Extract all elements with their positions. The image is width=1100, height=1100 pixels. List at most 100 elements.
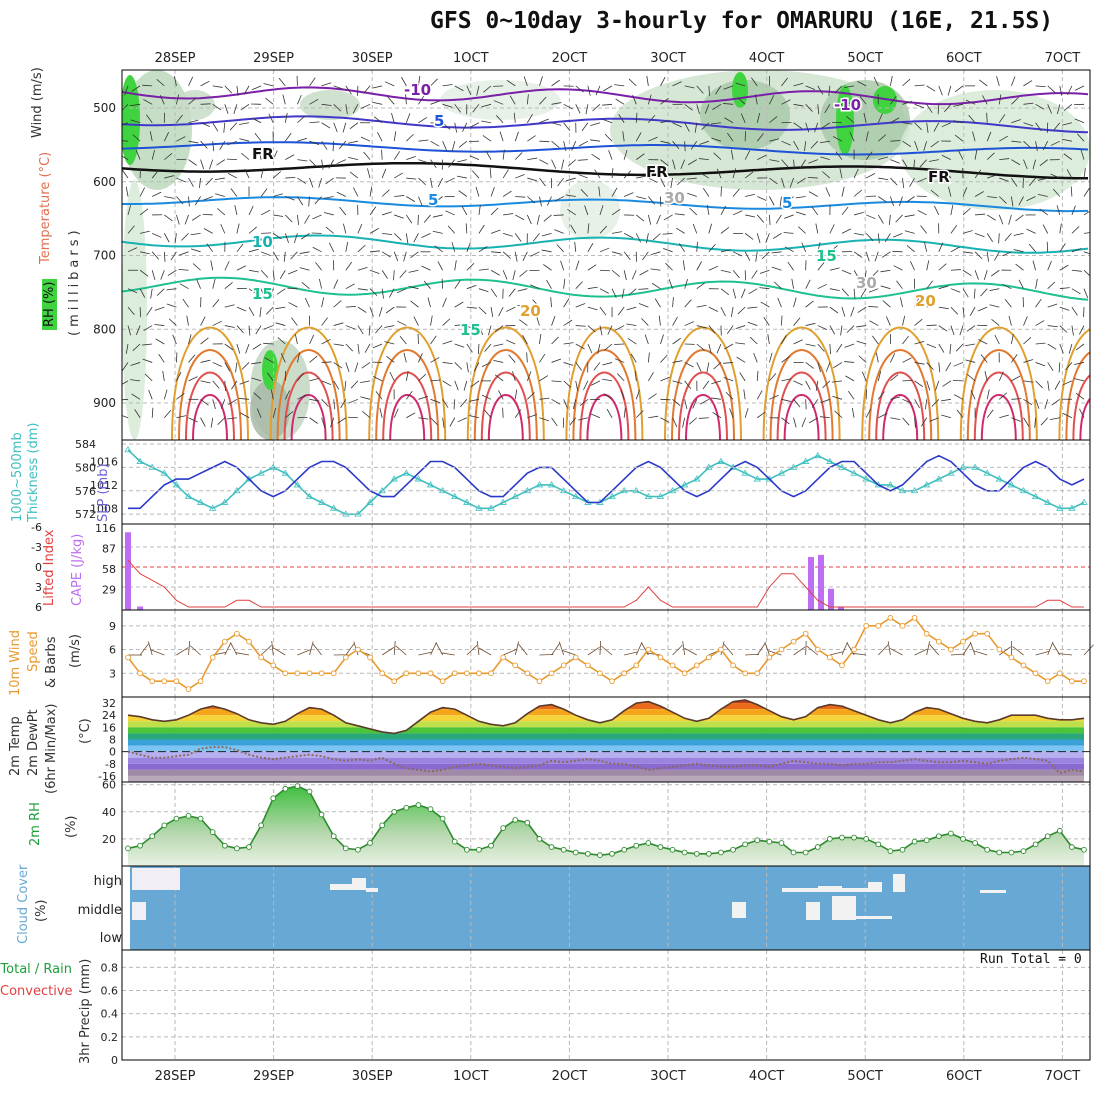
contour-label: 30 [856,274,877,292]
wind-barb [1037,194,1048,197]
wind-barb [192,263,201,271]
temp-band [128,703,1084,710]
wind-barb [284,132,292,142]
wind10m-barb [723,644,734,656]
wind-barb [680,159,686,170]
wind-barb [853,189,862,197]
wind-barb [539,96,547,105]
time-label-top: 1OCT [453,51,489,66]
thickness-line-point [826,457,834,464]
rh2m-line-point [221,842,228,849]
wind-barb [458,190,468,197]
wind-barb [893,265,903,271]
wind-barb [481,103,492,108]
wind-barb [878,413,888,419]
wind-barb [914,297,920,308]
wind-barb [122,169,129,179]
wind-barb [962,288,969,298]
wind-barb [950,225,958,234]
wind-barb [787,261,794,271]
thickness-line-point [414,475,423,482]
wind-barb [991,318,1000,326]
thickness-line-point [221,498,229,505]
wind-barb [272,233,282,240]
wind-barb [551,358,562,363]
thickness-line-point [644,492,653,500]
wind-barb [781,334,787,345]
wind-barb [240,103,250,111]
wind-barb [551,79,560,87]
wind-barb [304,214,310,224]
wind-barb [682,260,686,271]
wind-barb [127,288,138,294]
wind-barb [272,270,275,281]
wind10m-barb [969,641,976,656]
wind10m-speed-line-point [1032,670,1039,677]
wind-barb [937,104,940,115]
wind10m-speed-line-point [923,630,930,637]
wind10m-speed-line-point [935,638,942,645]
wind-barb [877,391,885,400]
wind-barb [626,323,637,326]
thickness-line-point [366,498,374,505]
label-rh2m: 2m RH [28,802,43,846]
wind-barb [1035,380,1043,389]
wind-barb [381,270,388,279]
isotherm-loop [487,394,524,440]
wind-barb [744,171,754,179]
wind-barb [931,399,940,407]
wind-barb [449,417,456,427]
wind-barb [692,223,698,234]
wind-barb [1065,362,1073,371]
wind-barb [672,399,681,407]
wind-barb [131,393,141,400]
wind-barb [454,380,459,391]
wind-barb [333,104,342,112]
lifted-index-line [127,559,1084,608]
wind-barb [210,417,214,428]
wind-barb [235,362,238,373]
cloud-mid-block [132,902,146,920]
wind-barb [139,288,146,298]
wind-barb [808,159,818,164]
wind10m-barb [973,650,988,656]
wind-barb [672,159,676,170]
wind-barb [397,320,407,326]
wind-barb [941,154,952,160]
wind-barb [875,352,879,363]
wind-barb [914,417,916,428]
wind-barb [1083,288,1089,299]
wind-barb [369,250,381,253]
wind-barb [473,362,480,372]
wind-barb [485,150,492,160]
thickness-line-point [850,469,858,476]
isotherm-loop [966,349,1031,440]
wind-barb [224,261,230,271]
temp-tick: -16 [98,770,116,783]
wind-barb [466,263,475,271]
wind-barb [708,306,719,312]
wind-barb [933,122,940,132]
wind-barb [793,339,803,345]
rh2m-line-point [560,846,567,853]
wind-barb [1078,325,1085,335]
contour-label: 5 [434,112,444,130]
wind-barb [527,414,537,419]
cape-tick: 116 [95,522,116,535]
wind-barb [711,380,722,385]
wind10m-speed-line-point [197,678,204,685]
label-thickness-1: 1000~500mb [10,432,25,522]
wind-barb [635,410,644,419]
wind-barb [953,103,964,107]
time-label-bottom: 6OCT [946,1069,982,1084]
wind-barb [880,269,891,273]
wind-barb [953,120,964,124]
wind10m-speed-line-point [572,654,579,661]
wind-barb [188,177,194,187]
wind-barb [913,159,915,170]
wind-barb [260,168,264,179]
wind-barb [706,204,710,216]
wind-barb [622,131,625,142]
wind-barb [405,370,409,381]
wind-barb [291,317,298,326]
